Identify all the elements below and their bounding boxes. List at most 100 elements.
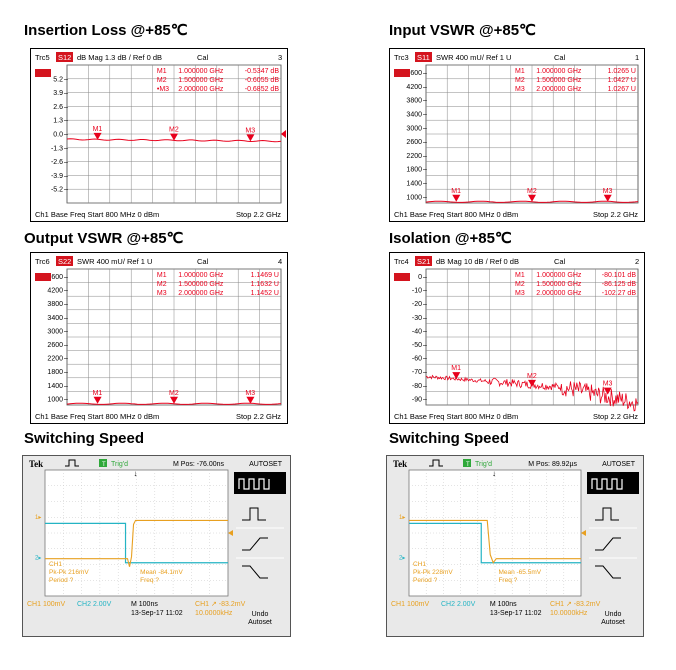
y-tick-mark: – <box>423 194 427 201</box>
marker-readout-label: M3 <box>157 290 167 297</box>
marker-triangle <box>246 134 255 142</box>
scope-panel-1: Tek T Trig'd M Pos: -76.00ns AUTOSET ↓ 1▸ 2▸ CH1… <box>22 455 291 637</box>
channel-number: 4 <box>278 257 282 266</box>
cal-label: Cal <box>197 257 209 266</box>
scope-screen-2: Tek T Trig'd M Pos: 89.92µs AUTOSET↓1▸2▸CH1P… <box>391 459 639 626</box>
param-tag <box>56 256 73 266</box>
falling-edge-icon <box>242 565 268 579</box>
status-timebase: M 100ns <box>490 601 517 608</box>
marker-readout-freq: 1.000000 GHz <box>178 272 224 279</box>
y-tick-mark: – <box>64 328 68 335</box>
y-tick-label: 2200 <box>47 356 63 363</box>
marker-tag: M1 <box>451 365 461 372</box>
readout-ch: CH1 <box>413 561 426 568</box>
marker-readout-value: 1.1452 U <box>251 290 279 297</box>
y-tick-mark: – <box>64 145 68 152</box>
footer-left: Ch1 Base Freq Start 800 MHz 0 dBm <box>35 210 159 219</box>
undo-label: Undo <box>252 611 269 618</box>
y-tick-label: 2600 <box>406 139 422 146</box>
y-tick-mark: – <box>64 187 68 194</box>
y-tick-mark: – <box>64 396 68 403</box>
y-tick-mark: – <box>64 118 68 125</box>
status-ch2: CH2 2.00V <box>77 601 112 608</box>
trigger-level-arrow <box>228 530 233 536</box>
status-date: 13-Sep-17 11:02 <box>131 610 183 617</box>
param-label: S22 <box>58 257 71 266</box>
status-ch2: CH2 2.00V <box>441 601 476 608</box>
na-panel-output-vswr: Trc6 S22 SWR 400 mU/ Ref 1 U Cal 4 4600–4200–… <box>30 252 288 424</box>
marker-triangle <box>603 194 612 202</box>
marker-readout-value: -0.6055 dB <box>245 77 280 84</box>
title-insertion-loss: Insertion Loss @+85℃ <box>24 22 188 39</box>
marker-readout-value: 1.0427 U <box>608 77 636 84</box>
y-tick-label: 3000 <box>406 125 422 132</box>
y-tick-mark: – <box>64 342 68 349</box>
marker-triangle <box>93 132 102 140</box>
y-tick-mark: – <box>423 396 427 403</box>
marker-readout-label: M3 <box>515 86 525 93</box>
y-tick-mark: – <box>423 111 427 118</box>
y-tick-label: 1000 <box>47 396 63 403</box>
title-switching-speed-1: Switching Speed <box>24 430 145 447</box>
falling-edge-icon <box>595 565 621 579</box>
y-tick-mark: – <box>64 315 68 322</box>
scale-tag <box>394 69 410 77</box>
y-tick-label: 3800 <box>47 301 63 308</box>
trig-status: Trig'd <box>111 461 128 468</box>
na-panel-isolation: Trc4 S21 dB Mag 10 dB / Ref 0 dB Cal 2 0– -10–… <box>389 252 645 424</box>
cal-label: Cal <box>554 257 566 266</box>
marker-triangle <box>528 379 536 387</box>
y-tick-label: 2200 <box>406 153 422 160</box>
marker-triangle <box>93 396 102 404</box>
format-label: dB Mag 10 dB / Ref 0 dB <box>436 257 519 266</box>
ch2-waveform <box>409 522 581 564</box>
trace-label: Trc6 <box>35 257 50 266</box>
channel-number: 2 <box>635 257 639 266</box>
y-tick-label: 2600 <box>47 342 63 349</box>
y-tick-label: 0.0 <box>53 132 63 139</box>
rising-edge-icon <box>242 537 268 551</box>
y-tick-label: 3000 <box>47 328 63 335</box>
readout-pkpk: Pk-Pk 216mV <box>49 569 89 576</box>
title-output-vswr: Output VSWR @+85℃ <box>24 230 184 247</box>
na-panel-insertion-loss: Trc5 S12 dB Mag 1.3 dB / Ref 0 dB Cal 3 5.2–3… <box>30 48 288 222</box>
marker-readout-freq: 2.000000 GHz <box>178 86 224 93</box>
marker-tag: M3 <box>245 127 255 134</box>
status-timebase: M 100ns <box>131 601 158 608</box>
marker-tag: M3 <box>603 381 613 388</box>
rising-edge-icon <box>595 537 621 551</box>
marker-readout-value: -86.125 dB <box>602 281 637 288</box>
marker-readout-freq: 1.500000 GHz <box>536 281 582 288</box>
marker-readout-freq: 1.000000 GHz <box>178 68 224 75</box>
param-tag <box>415 52 432 62</box>
marker-readout-freq: 1.000000 GHz <box>536 272 582 279</box>
trigger-position-marker: ↓ <box>134 469 138 478</box>
undo-label: Undo <box>605 611 622 618</box>
marker-readout-label: M2 <box>515 77 525 84</box>
run-indicator-icon <box>429 459 443 467</box>
single-pulse-icon <box>595 507 619 521</box>
marker-readout-label: M1 <box>157 68 167 75</box>
marker-readout-label: M2 <box>157 281 167 288</box>
readout-period: Period ? <box>49 577 74 584</box>
y-tick-mark: – <box>423 328 427 335</box>
marker-readout-value: 1.0267 U <box>608 86 636 93</box>
trace-label: Trc4 <box>394 257 409 266</box>
y-tick-label: -30 <box>412 315 422 322</box>
channel-number: 3 <box>278 53 282 62</box>
marker-triangle <box>452 194 461 202</box>
y-tick-label: 4600 <box>47 274 63 281</box>
footer-left: Ch1 Base Freq Start 800 MHz 0 dBm <box>394 210 518 219</box>
y-tick-mark: – <box>64 288 68 295</box>
marker-tag: M2 <box>527 373 537 380</box>
y-tick-label: 0 <box>418 274 422 281</box>
scale-tag <box>394 273 410 281</box>
ch2-level-marker: 2▸ <box>35 555 41 561</box>
menu-title: AUTOSET <box>602 461 636 468</box>
status-ch1: CH1 100mV <box>391 601 429 608</box>
y-tick-mark: – <box>64 76 68 83</box>
y-tick-mark: – <box>423 383 427 390</box>
marker-readout-freq: 2.000000 GHz <box>536 86 582 93</box>
y-tick-mark: – <box>423 70 427 77</box>
